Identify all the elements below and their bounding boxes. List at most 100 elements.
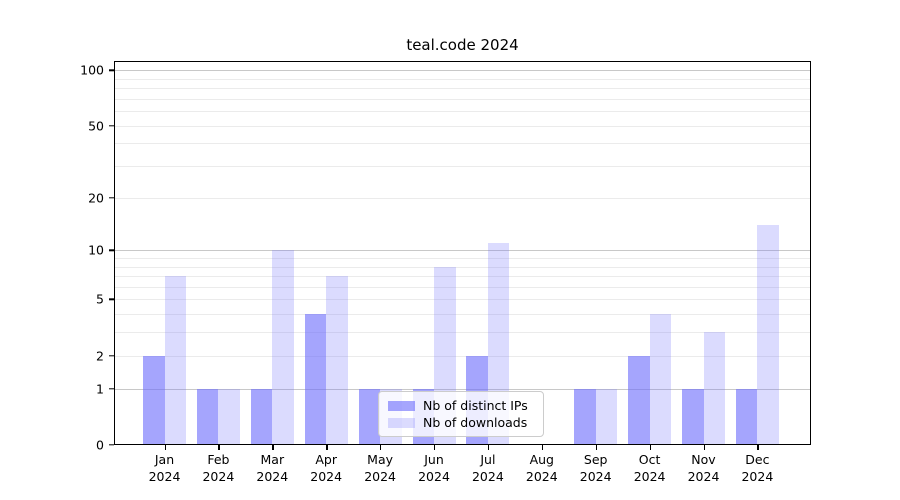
y-tick-label: 20 [88,190,104,206]
legend-swatch-distinct-ips [388,400,415,411]
month-year: 2024 [687,469,720,484]
month-name: Dec [745,452,770,467]
minor-gridline [114,88,811,90]
minor-gridline [114,299,811,301]
month-year: 2024 [148,469,181,484]
x-tick-mark [757,445,759,450]
bar-distinct-ips-sep [574,388,596,445]
minor-gridline [114,314,811,316]
bar-downloads-jan [164,276,186,445]
bar-downloads-apr [326,276,348,445]
x-tick-label-oct: Oct 2024 [634,451,666,485]
x-tick-mark [649,445,651,450]
x-tick-mark [595,445,598,450]
x-tick-label-may: May 2024 [364,451,396,485]
minor-gridline [114,98,811,100]
legend-item-distinct-ips: Nb of distinct IPs [388,397,534,414]
y-tick-label: 0 [96,437,104,453]
major-gridline [114,70,811,72]
month-name: Jul [480,452,496,467]
minor-gridline [114,111,811,113]
y-tick-label: 2 [96,348,104,364]
month-year: 2024 [364,469,396,484]
legend-swatch-downloads [388,417,415,428]
bar-distinct-ips-dec [735,388,758,445]
y-tick-mark [109,388,114,390]
month-name: Feb [207,452,230,467]
x-tick-mark [487,445,490,450]
month-name: Nov [691,452,716,467]
month-name: Jan [154,452,175,467]
bar-distinct-ips-feb [196,388,219,445]
x-tick-mark [703,445,705,450]
x-tick-label-nov: Nov 2024 [688,451,720,485]
y-tick-label: 1 [96,381,104,397]
legend: Nb of distinct IPs Nb of downloads [378,391,544,437]
minor-gridline [114,276,811,278]
x-tick-label-apr: Apr 2024 [310,451,342,485]
x-tick-label-feb: Feb 2024 [202,451,234,485]
y-tick-mark [109,69,114,71]
x-tick-label-jun: Jun 2024 [418,451,450,485]
bar-distinct-ips-may [358,388,381,445]
bar-downloads-dec [757,225,779,445]
minor-gridline [114,258,811,259]
bar-downloads-mar [272,250,294,445]
minor-gridline [114,78,811,80]
minor-gridline [114,197,811,199]
month-name: Jun [424,452,444,467]
x-tick-mark [326,445,328,450]
month-year: 2024 [256,469,289,484]
minor-gridline [114,143,811,145]
x-tick-mark [434,445,436,450]
legend-item-downloads: Nb of downloads [388,414,534,431]
y-tick-mark [109,249,114,251]
y-tick-mark [109,298,114,301]
major-gridline [114,250,811,252]
y-tick-mark [109,444,114,446]
y-tick-mark [109,355,114,357]
x-tick-mark [164,445,166,450]
legend-label-downloads: Nb of downloads [423,415,528,430]
month-name: May [367,452,394,467]
major-gridline [114,388,811,390]
month-name: Mar [260,452,285,467]
month-year: 2024 [471,469,504,484]
minor-gridline [114,355,811,357]
y-tick-label: 100 [80,62,104,78]
bar-distinct-ips-nov [682,388,704,445]
month-year: 2024 [525,469,558,484]
month-year: 2024 [579,469,612,484]
minor-gridline [114,286,811,288]
month-name: Apr [315,452,337,467]
bar-distinct-ips-mar [250,388,273,445]
x-tick-label-jul: Jul 2024 [472,451,504,485]
month-name: Sep [583,452,608,467]
x-tick-label-mar: Mar 2024 [256,451,288,485]
x-tick-label-aug: Aug 2024 [526,451,558,485]
y-tick-mark [109,197,114,199]
x-tick-label-dec: Dec 2024 [741,451,773,485]
minor-gridline [114,332,811,334]
bar-distinct-ips-jan [143,355,165,445]
month-year: 2024 [633,469,666,484]
bar-downloads-sep [595,388,618,445]
y-tick-label: 5 [96,291,104,307]
month-year: 2024 [202,469,235,484]
y-tick-mark [109,124,114,127]
month-year: 2024 [741,469,774,484]
bar-downloads-feb [218,388,240,445]
y-axis: 0 1 2 5 10 20 50 100 [0,0,104,500]
plot-area: Nb of distinct IPs Nb of downloads [114,61,811,445]
x-tick-mark [380,445,382,450]
x-tick-mark [541,445,544,450]
bar-distinct-ips-apr [304,314,327,445]
month-name: Oct [638,452,661,467]
chart-title: teal.code 2024 [406,36,519,54]
x-tick-label-sep: Sep 2024 [580,451,612,485]
x-tick-mark [218,445,220,450]
month-year: 2024 [310,469,343,484]
minor-gridline [114,125,811,127]
bar-distinct-ips-oct [628,355,650,445]
minor-gridline [114,166,811,168]
